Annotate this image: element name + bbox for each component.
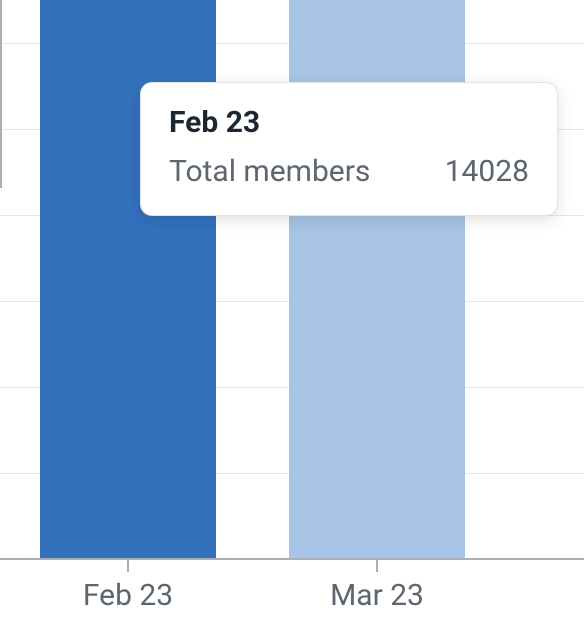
x-axis-label: Feb 23: [83, 578, 173, 613]
tooltip-row-value: 14028: [445, 154, 529, 189]
tooltip-row-label: Total members: [169, 154, 370, 189]
x-axis: [0, 558, 584, 560]
x-tick: [127, 560, 129, 572]
x-tick: [376, 560, 378, 572]
chart-area: Feb 23 Total members 14028 Feb 23 Mar 23: [0, 0, 584, 632]
y-axis: [0, 0, 2, 188]
tooltip: Feb 23 Total members 14028: [140, 82, 558, 216]
tooltip-title: Feb 23: [169, 105, 529, 140]
tooltip-row: Total members 14028: [169, 154, 529, 189]
x-axis-label: Mar 23: [330, 578, 424, 613]
